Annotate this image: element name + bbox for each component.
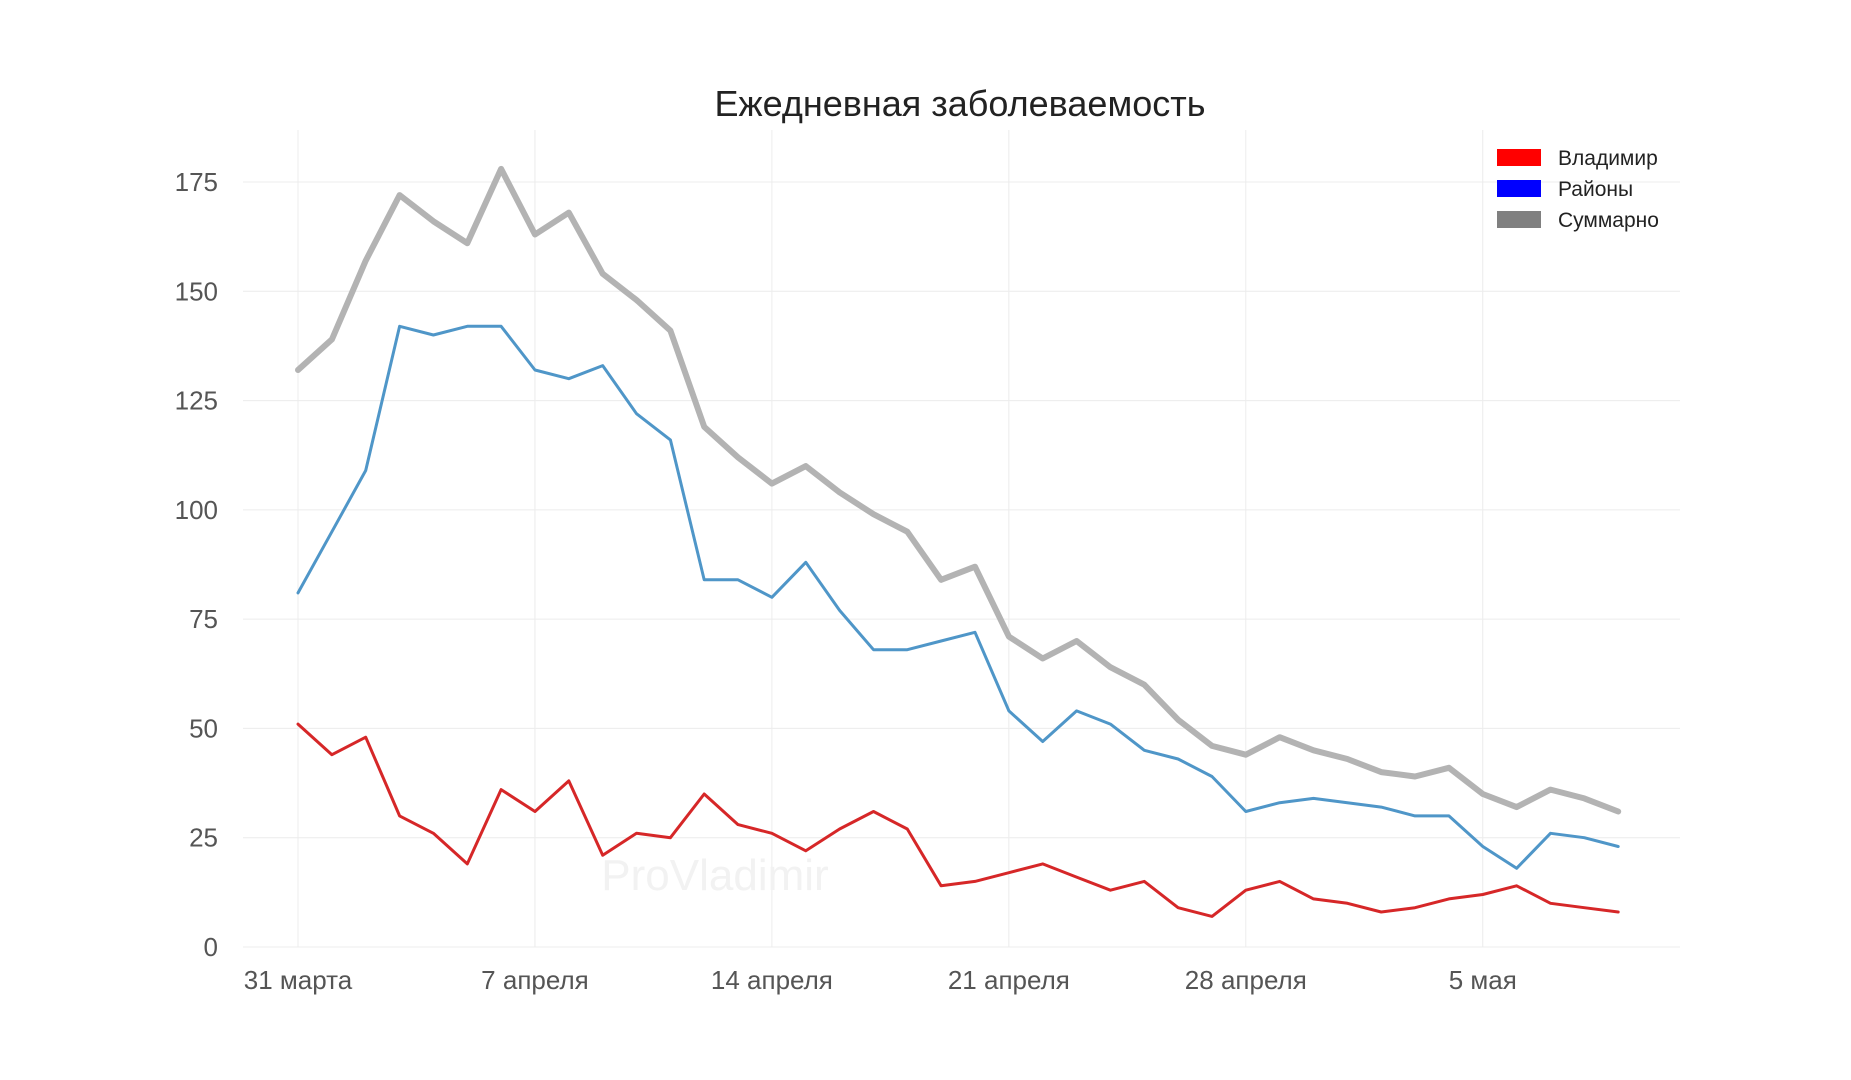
legend-swatch	[1497, 180, 1541, 197]
x-tick-label: 28 апреля	[1185, 965, 1307, 995]
y-tick-label: 100	[175, 495, 218, 525]
grid	[243, 130, 1680, 948]
y-tick-label: 75	[189, 604, 218, 634]
series-lines	[295, 165, 1622, 918]
legend-label: Суммарно	[1558, 209, 1659, 232]
series-line-3	[295, 165, 1622, 815]
legend-label: Владимир	[1558, 147, 1658, 170]
y-axis: 0 25 50 75 100 125 150 175	[175, 167, 218, 962]
x-tick-label: 5 мая	[1449, 965, 1517, 995]
x-tick-label: 21 апреля	[948, 965, 1070, 995]
x-tick-label: 14 апреля	[711, 965, 833, 995]
legend-label: Районы	[1558, 178, 1633, 201]
x-axis: 31 марта 7 апреля 14 апреля 21 апреля 28 апр…	[244, 965, 1517, 995]
watermark: ProVladimir	[601, 851, 828, 900]
series-line-1	[296, 722, 1620, 918]
chart-title: Ежедневная заболеваемость	[715, 83, 1206, 124]
y-tick-label: 125	[175, 386, 218, 416]
y-tick-label: 0	[204, 932, 218, 962]
legend: Владимир Районы Суммарно	[1497, 147, 1659, 232]
legend-swatch	[1497, 211, 1541, 228]
x-tick-label: 7 апреля	[481, 965, 589, 995]
y-tick-label: 150	[175, 276, 218, 306]
y-tick-label: 25	[189, 823, 218, 853]
y-tick-label: 175	[175, 167, 218, 197]
series-line-2	[296, 324, 1620, 870]
y-tick-label: 50	[189, 713, 218, 743]
legend-swatch	[1497, 149, 1541, 166]
x-tick-label: 31 марта	[244, 965, 353, 995]
